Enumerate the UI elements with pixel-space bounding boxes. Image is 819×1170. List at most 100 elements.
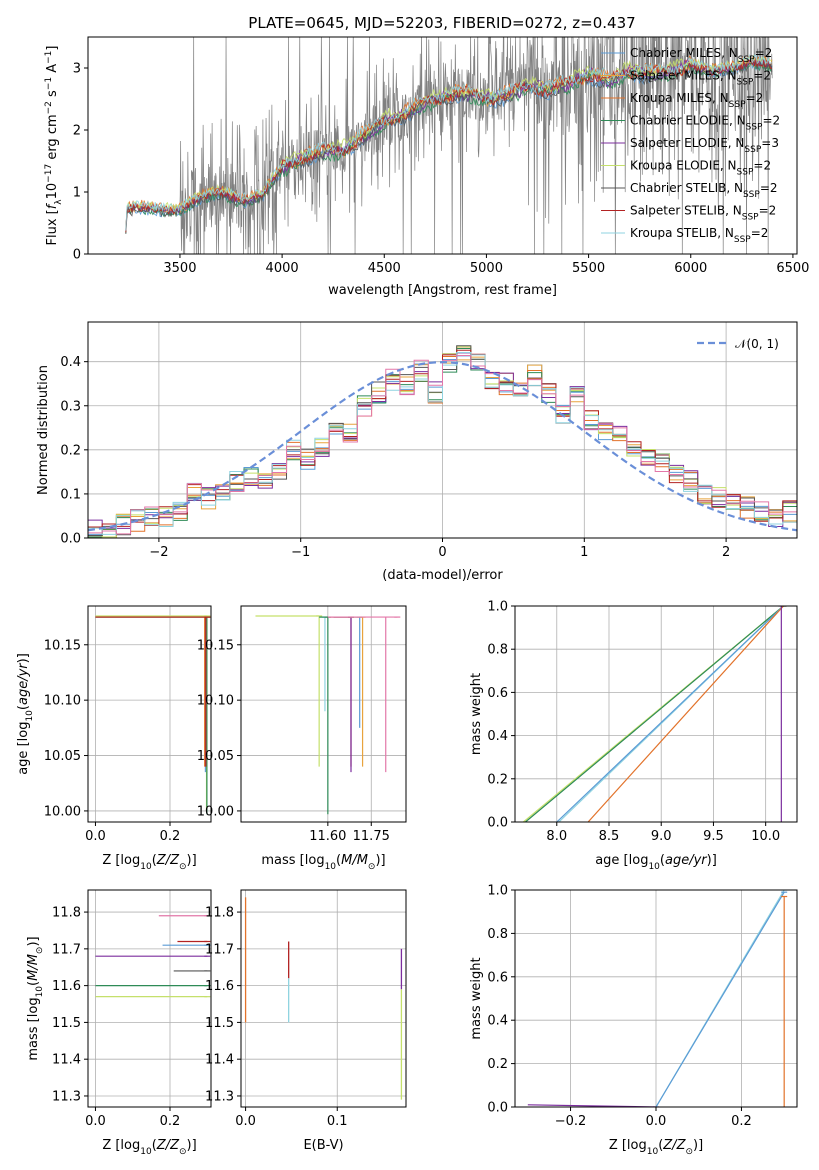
mass-weight-vs-Z-frame [514,889,798,1108]
residual-x-axis-label: (data-model)/error [382,568,503,583]
y-tick-label: 1.0 [487,884,508,899]
age-vs-Z-frame [87,605,212,823]
model-line-chabrier-stelib [125,60,773,234]
y-tick-label: 11.5 [205,1016,234,1031]
model-line-salpeter-elodie [125,58,773,230]
series-line-kroupa-miles [587,606,784,822]
y-tick-label: 0.0 [487,816,508,831]
mass-weight-vs-age-x-axis-label: age [log10(age/yr)] [595,853,717,872]
x-tick-label: −0.2 [555,1114,587,1129]
legend-entry: Kroupa STELIB, NSSP=2 [630,226,768,245]
spectrum-plot-area [125,37,773,254]
y-tick-label: 0.4 [60,355,81,370]
mass-weight-vs-age-plot-area [522,606,787,822]
y-tick-label: 0.6 [487,686,508,701]
legend-entry: Chabrier STELIB, NSSP=2 [630,181,778,200]
x-tick-label: 5500 [572,261,605,276]
x-tick-label: 11.60 [309,829,346,844]
series-line-chabrier-miles [655,891,785,1107]
y-tick-label: 0.0 [60,532,81,547]
y-tick-label: 1.0 [487,600,508,615]
mass-vs-Z-panel: 0.0 0.2 11.3 11.4 11.5 11.6 11.7 11.8 Z [log10(Z… [26,889,212,1157]
y-tick-label: 0.8 [487,927,508,942]
legend-entry: Salpeter STELIB, NSSP=2 [630,204,776,223]
x-tick-label: −2 [149,545,168,560]
residual-y-axis-label: Normed distribution [36,365,51,495]
x-tick-label: 0.0 [85,1114,106,1129]
legend-entry: Chabrier ELODIE, NSSP=2 [630,114,780,133]
mass-weight-vs-age-panel: 8.0 8.5 9.0 9.5 10.0 0.0 0.2 0.4 0.6 0.8 1.0 age [l… [469,600,798,872]
residuals-panel: −2 −1 0 1 2 0.0 0.1 0.2 0.3 0.4 (data-model)/error… [36,321,798,583]
x-tick-label: 2 [722,545,730,560]
histogram-line-pink [88,355,797,535]
x-tick-label: 3500 [163,261,196,276]
x-tick-label: 10.0 [751,829,780,844]
x-tick-label: 0.1 [327,1114,348,1129]
age-vs-mass-panel: 11.60 11.75 10.00 10.05 10.10 10.15 mass [log1… [197,605,407,872]
y-tick-label: 10.10 [197,694,234,709]
mass-weight-vs-age-y-axis-label: mass weight [469,673,484,755]
y-tick-label: 0.4 [487,1014,508,1029]
mass-vs-EBV-frame [240,889,407,1108]
y-tick-label: 11.6 [205,979,234,994]
x-tick-label: 0.2 [160,829,181,844]
x-tick-label: 5000 [470,261,503,276]
x-tick-label: 9.5 [703,829,724,844]
y-tick-label: 0.2 [487,1057,508,1072]
mass-weight-vs-age-frame [514,605,798,823]
spectrum-frame [87,36,798,255]
y-tick-label: 0.0 [487,1101,508,1116]
x-tick-label: 0.0 [85,829,106,844]
x-tick-label: 8.5 [599,829,620,844]
x-tick-label: 0.2 [160,1114,181,1129]
y-tick-label: 11.3 [52,1089,81,1104]
y-tick-label: 11.7 [205,942,234,957]
mass-vs-EBV-panel: 0.0 0.1 11.3 11.4 11.5 11.6 11.7 11.8 E(B-V) [205,889,407,1153]
x-tick-label: 4000 [266,261,299,276]
y-tick-label: 10.00 [197,804,234,819]
legend-entry: Salpeter MILES, NSSP=2 [630,69,771,88]
y-tick-label: 0.6 [487,970,508,985]
y-tick-label: 11.4 [52,1053,81,1068]
figure-title: PLATE=0645, MJD=52203, FIBERID=0272, z=0… [248,14,635,32]
age-vs-Z-panel: 0.0 0.2 10.00 10.05 10.10 10.15 Z [log10(Z/Z⊙)… [16,605,212,872]
mass-vs-EBV-plot-area [244,897,403,1100]
residuals-plot-area [88,345,797,538]
x-tick-label: 6500 [776,261,809,276]
y-tick-label: 10.05 [197,749,234,764]
y-tick-label: 0.8 [487,643,508,658]
residuals-frame [87,321,798,539]
observed-spectrum-line [125,37,773,254]
mass-weight-vs-Z-y-axis-label: mass weight [469,957,484,1039]
mass-weight-vs-Z-plot-area [527,890,788,1107]
y-tick-label: 11.8 [205,906,234,921]
y-tick-label: 0.2 [487,772,508,787]
y-tick-label: 10.15 [44,638,81,653]
y-tick-label: 11.5 [52,1016,81,1031]
y-tick-label: 3 [73,62,81,77]
mass-vs-Z-plot-area [95,915,211,998]
mass-weight-vs-Z-panel: −0.2 0.0 0.2 0.0 0.2 0.4 0.6 0.8 1.0 Z [log10(Z/Z… [469,884,798,1157]
spectrum-panel: 3500 4000 4500 5000 5500 6000 6500 0 1 2 3 waveleng… [44,36,809,298]
spectrum-x-axis-label: wavelength [Angstrom, rest frame] [328,283,557,298]
y-tick-label: 11.6 [52,979,81,994]
y-tick-label: 1 [73,186,81,201]
legend-entry: Chabrier MILES, NSSP=2 [630,46,772,65]
age-vs-mass-frame [240,605,407,823]
y-tick-label: 11.3 [205,1089,234,1104]
mass-vs-Z-y-axis-label: mass [log10(M/M⊙)] [26,936,45,1060]
legend-entry: Kroupa MILES, NSSP=2 [630,91,763,110]
x-tick-label: 9.0 [651,829,672,844]
age-vs-mass-x-axis-label: mass [log10(M/M⊙)] [261,853,385,872]
y-tick-label: 0.3 [60,399,81,414]
x-tick-label: 0.0 [646,1114,667,1129]
spectrum-y-axis-label: Flux [fλ10−17 erg cm−2 s−1 A−1] [44,46,64,246]
x-tick-label: 6000 [674,261,707,276]
x-tick-label: 8.0 [546,829,567,844]
age-vs-Z-x-axis-label: Z [log10(Z/Z⊙)] [102,853,196,872]
age-vs-Z-y-axis-label: age [log10(age/yr)] [16,653,35,775]
y-tick-label: 10.10 [44,694,81,709]
y-tick-label: 2 [73,124,81,139]
y-tick-label: 0.4 [487,729,508,744]
